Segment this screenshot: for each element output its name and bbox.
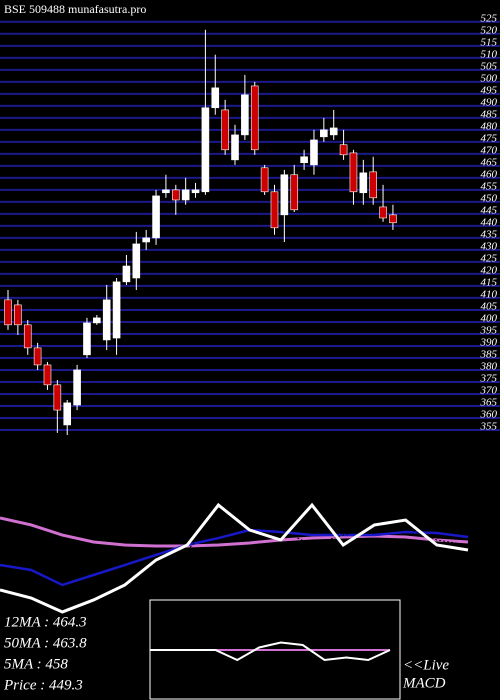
y-tick-label: 500 — [481, 72, 498, 84]
candle-body — [63, 402, 72, 426]
candle-body — [211, 87, 220, 109]
candle-body — [280, 174, 289, 216]
candle-body — [369, 171, 377, 199]
info-line: Price : 449.3 — [3, 677, 83, 693]
y-tick-label: 495 — [481, 84, 498, 96]
macd-note: <<Live — [403, 657, 449, 673]
candle-body — [349, 152, 358, 193]
candle-body — [162, 189, 170, 194]
candle-body — [4, 299, 12, 326]
y-tick-label: 525 — [481, 12, 498, 24]
y-tick-label: 400 — [481, 312, 498, 324]
candle-body — [379, 206, 387, 219]
y-tick-label: 425 — [481, 252, 498, 264]
indicator-line — [0, 514, 469, 601]
info-line: 5MA : 458 — [4, 656, 68, 672]
indicator-line — [0, 528, 469, 587]
y-tick-label: 510 — [481, 48, 498, 60]
y-tick-label: 485 — [481, 108, 498, 120]
candle-body — [339, 144, 348, 156]
candle-body — [93, 317, 101, 324]
candle-body — [43, 364, 52, 386]
y-tick-label: 375 — [480, 373, 498, 385]
candle-body — [201, 107, 210, 193]
y-tick-label: 360 — [480, 409, 498, 421]
candle-body — [122, 265, 131, 283]
candle-body — [290, 174, 299, 211]
candle-body — [132, 243, 141, 279]
y-tick-label: 395 — [480, 324, 498, 336]
y-tick-label: 470 — [481, 144, 498, 156]
candle-body — [142, 237, 150, 243]
candle-body — [250, 85, 259, 151]
y-tick-label: 440 — [481, 216, 498, 228]
candle-body — [191, 189, 200, 194]
y-tick-label: 450 — [481, 192, 498, 204]
y-tick-label: 505 — [481, 60, 498, 72]
y-tick-label: 460 — [481, 168, 498, 180]
candle-body — [389, 214, 397, 224]
y-tick-label: 410 — [481, 288, 498, 300]
chart-title: BSE 509488 munafasutra.pro — [4, 2, 146, 16]
candle-body — [102, 299, 111, 341]
y-tick-label: 455 — [481, 180, 498, 192]
candle-body — [320, 129, 328, 138]
y-tick-label: 385 — [480, 348, 498, 360]
y-tick-label: 365 — [480, 397, 498, 409]
y-tick-label: 390 — [480, 336, 498, 348]
candle-body — [231, 134, 239, 161]
y-tick-label: 490 — [481, 96, 498, 108]
candle-body — [83, 322, 91, 356]
indicator-line — [0, 502, 469, 614]
indicator-line — [0, 516, 469, 548]
y-tick-label: 430 — [481, 240, 498, 252]
y-tick-label: 480 — [481, 120, 498, 132]
candle-body — [181, 189, 190, 201]
y-tick-label: 475 — [481, 132, 498, 144]
macd-title: MACD — [402, 675, 446, 691]
candle-body — [260, 167, 269, 193]
y-tick-label: 445 — [481, 204, 498, 216]
candle-body — [270, 191, 279, 229]
y-tick-label: 435 — [481, 228, 498, 240]
candle-body — [241, 94, 249, 136]
y-tick-label: 370 — [480, 385, 498, 397]
candle-body — [310, 139, 318, 166]
candle-body — [33, 347, 42, 366]
candle-body — [152, 195, 160, 239]
candle-body — [23, 324, 32, 349]
y-tick-label: 355 — [480, 421, 498, 433]
y-tick-label: 515 — [481, 36, 498, 48]
candle-body — [221, 109, 229, 151]
candle-body — [53, 384, 62, 411]
candle-body — [171, 189, 180, 201]
candle-body — [359, 172, 368, 194]
info-line: 50MA : 463.8 — [4, 635, 87, 651]
y-tick-label: 380 — [480, 360, 498, 372]
candle-body — [300, 156, 308, 164]
y-tick-label: 465 — [481, 156, 498, 168]
candle-body — [112, 281, 121, 339]
y-tick-label: 520 — [481, 24, 498, 36]
indicator-line — [150, 641, 391, 662]
y-tick-label: 420 — [481, 264, 498, 276]
y-tick-label: 405 — [481, 300, 498, 312]
candle-body — [14, 304, 22, 326]
candle-body — [329, 127, 338, 136]
y-tick-label: 415 — [481, 276, 498, 288]
candle-body — [73, 369, 81, 406]
info-line: 12MA : 464.3 — [4, 614, 87, 630]
